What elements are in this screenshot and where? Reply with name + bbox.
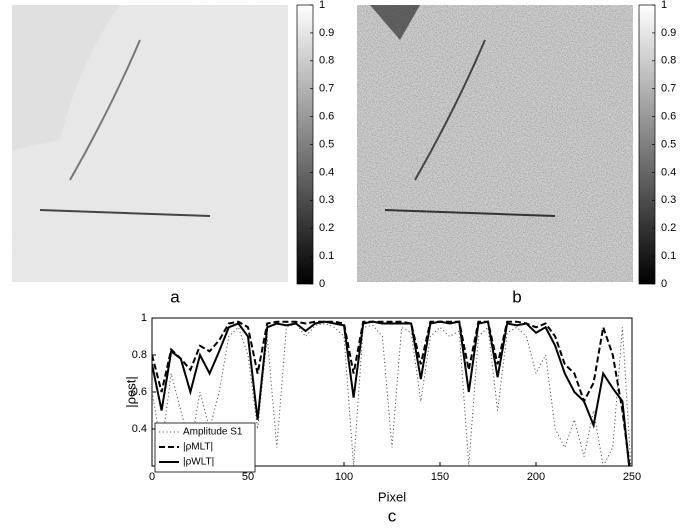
image-a xyxy=(12,5,288,282)
x-tick-label: 100 xyxy=(335,471,353,483)
colorbar-tick-label: 0.5 xyxy=(319,138,334,150)
colorbar-tick-label: 0.7 xyxy=(661,83,676,95)
x-tick-label: 0 xyxy=(149,471,155,483)
colorbar-tick-label: 0.4 xyxy=(661,166,676,178)
colorbar-tick-label: 0.1 xyxy=(319,250,334,262)
panel-label: c xyxy=(388,506,397,525)
y-tick-label: 0.6 xyxy=(132,386,147,398)
legend: Amplitude S1 |ρMLT| |ρWLT| xyxy=(154,422,256,473)
colorbar-tick-label: 0.4 xyxy=(319,166,334,178)
colorbar-tick-label: 0.2 xyxy=(319,222,334,234)
colorbar-tick-label: 1 xyxy=(319,0,325,11)
colorbar-tick-label: 0.6 xyxy=(661,111,676,123)
legend-label: |ρWLT| xyxy=(183,457,214,468)
panel-label: b xyxy=(512,287,521,306)
legend-label: |ρMLT| xyxy=(183,442,213,453)
colorbar-tick-label: 0.9 xyxy=(661,27,676,39)
colorbar-tick-label: 0.8 xyxy=(319,55,334,67)
x-tick-label: 200 xyxy=(527,471,545,483)
colorbar-tick-label: 1 xyxy=(661,0,667,11)
colorbar-tick-label: 0.1 xyxy=(661,250,676,262)
colorbar-tick-label: 0.3 xyxy=(319,194,334,206)
colorbar-tick-label: 0 xyxy=(661,278,667,290)
y-tick-label: 0.8 xyxy=(132,349,147,361)
colorbar-tick-label: 0.9 xyxy=(319,27,334,39)
data-line xyxy=(152,320,631,466)
colorbar-tick-label: 0.3 xyxy=(661,194,676,206)
x-tick-label: 150 xyxy=(431,471,449,483)
plot: 0 50 100 150 200 250 0.4 0.6 0.8 1 Pixel |ρest| c Amp… xyxy=(123,312,641,526)
data-line xyxy=(152,322,632,466)
colorbar-tick-label: 0.6 xyxy=(319,111,334,123)
x-tick-label: 250 xyxy=(623,471,641,483)
data-line xyxy=(152,320,631,466)
y-tick-label: 1 xyxy=(141,312,147,324)
panel-label: a xyxy=(170,287,180,306)
y-axis-label: |ρest| xyxy=(123,376,138,408)
x-tick-label: 50 xyxy=(242,471,254,483)
colorbar-tick-label: 0.7 xyxy=(319,83,334,95)
x-axis-label: Pixel xyxy=(378,489,406,504)
colorbar-tick-label: 0.5 xyxy=(661,138,676,150)
colorbar-tick-label: 0.2 xyxy=(661,222,676,234)
legend-label: Amplitude S1 xyxy=(183,427,243,438)
colorbar-tick-label: 0 xyxy=(319,278,325,290)
image-b xyxy=(357,5,633,282)
y-tick-label: 0.4 xyxy=(132,423,147,435)
colorbar-tick-label: 0.8 xyxy=(661,55,676,67)
